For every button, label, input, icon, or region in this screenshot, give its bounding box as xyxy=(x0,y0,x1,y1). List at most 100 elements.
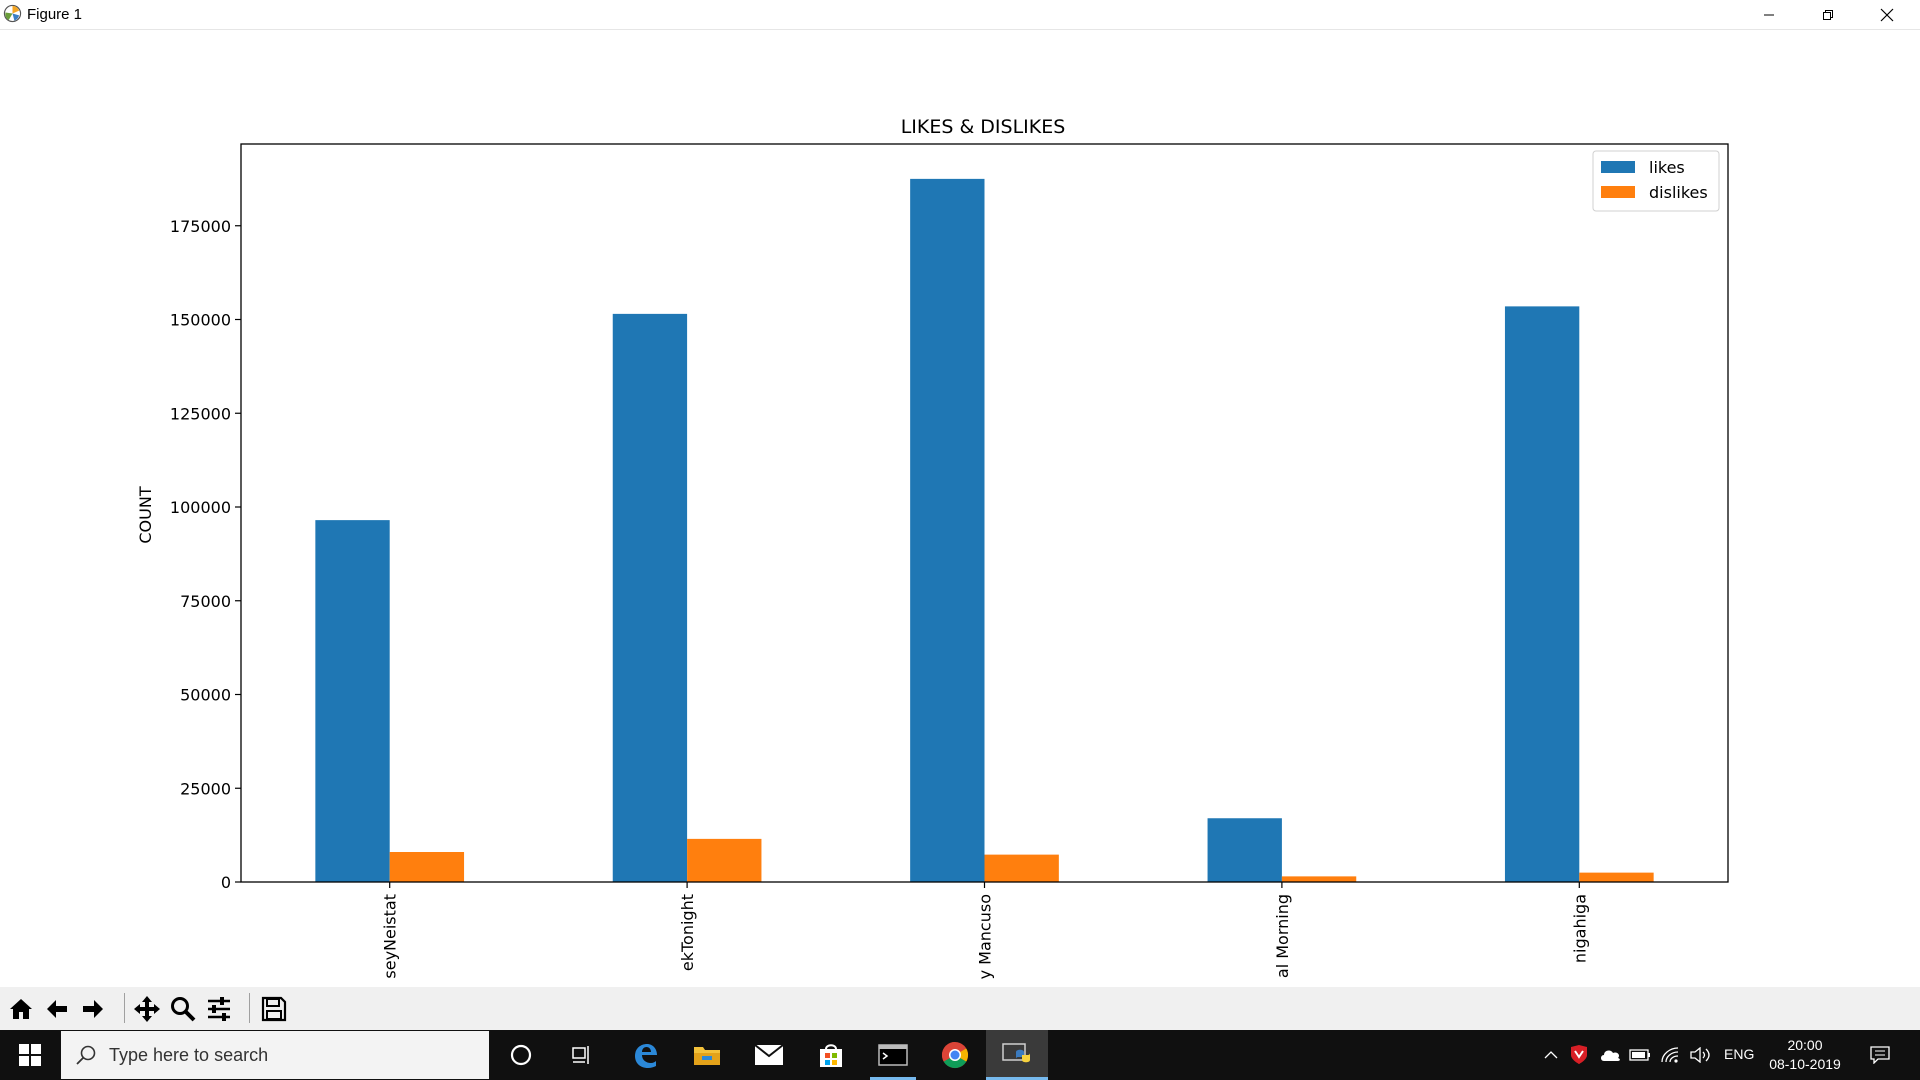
task-view-icon xyxy=(572,1046,589,1064)
mail-icon xyxy=(754,1044,784,1065)
y-tick-label: 100000 xyxy=(170,498,231,517)
bar-likes xyxy=(910,178,985,882)
back-icon xyxy=(46,999,67,1018)
pan-button[interactable] xyxy=(130,992,163,1025)
minimize-button[interactable] xyxy=(1740,0,1798,29)
back-button[interactable] xyxy=(40,992,73,1025)
legend-label-dislikes: dislikes xyxy=(1649,183,1708,202)
bar-likes xyxy=(315,520,390,882)
taskbar-search-box[interactable]: Type here to search xyxy=(61,1031,489,1079)
legend-swatch-likes xyxy=(1601,161,1635,173)
edge-icon xyxy=(635,1044,657,1068)
terminal-button[interactable] xyxy=(862,1030,924,1080)
onedrive-tray-button[interactable] xyxy=(1596,1030,1624,1080)
forward-button[interactable] xyxy=(76,992,109,1025)
bar-dislikes xyxy=(1281,876,1357,882)
search-icon xyxy=(76,1045,96,1065)
y-tick-label: 150000 xyxy=(170,311,231,330)
store-button[interactable] xyxy=(800,1030,862,1080)
restore-icon xyxy=(1823,9,1833,20)
home-button[interactable] xyxy=(4,992,37,1025)
navigation-toolbar xyxy=(0,987,1920,1030)
clock-time: 20:00 xyxy=(1787,1037,1823,1053)
forward-icon xyxy=(82,999,103,1018)
minimize-icon xyxy=(1764,14,1774,15)
show-hidden-icons-button[interactable] xyxy=(1538,1030,1564,1080)
bar-dislikes xyxy=(984,854,1059,882)
start-button[interactable] xyxy=(0,1030,60,1080)
store-icon xyxy=(820,1044,842,1067)
bar-likes xyxy=(612,313,688,882)
toolbar-separator xyxy=(249,993,250,1023)
home-icon xyxy=(9,998,32,1019)
task-view-button[interactable] xyxy=(552,1030,614,1080)
taskbar: Type here to search xyxy=(0,1030,1920,1080)
mail-button[interactable] xyxy=(738,1030,800,1080)
file-explorer-button[interactable] xyxy=(676,1030,738,1080)
y-axis-label: COUNT xyxy=(136,486,155,543)
speaker-icon xyxy=(1690,1047,1710,1063)
close-icon xyxy=(1880,8,1894,21)
bar-dislikes xyxy=(1579,872,1654,882)
x-tick-label: nigahiga xyxy=(1570,894,1589,963)
cloud-icon xyxy=(1601,1050,1620,1061)
window-title-bar: Figure 1 xyxy=(0,0,1920,30)
wifi-icon xyxy=(1661,1047,1679,1063)
toolbar-separator xyxy=(124,993,125,1023)
y-tick-label: 125000 xyxy=(170,404,231,423)
running-indicator xyxy=(870,1077,916,1080)
battery-icon xyxy=(1629,1049,1650,1061)
python-icon xyxy=(1002,1043,1030,1063)
antivirus-tray-button[interactable] xyxy=(1566,1030,1592,1080)
input-language-indicator[interactable]: ENG xyxy=(1724,1046,1755,1062)
volume-tray-button[interactable] xyxy=(1686,1030,1714,1080)
bar-dislikes xyxy=(389,852,465,882)
chrome-button[interactable] xyxy=(924,1030,986,1080)
x-tick-label: ekTonight xyxy=(678,894,697,971)
clock-date: 08-10-2019 xyxy=(1769,1056,1841,1072)
save-button[interactable] xyxy=(257,992,290,1025)
x-tick-label: al Morning xyxy=(1273,894,1292,978)
windows-logo-icon xyxy=(19,1044,41,1066)
figure-canvas[interactable]: LIKES & DISLIKES COUNT 0 25000 50000 75000 1… xyxy=(0,30,1920,987)
bar-likes xyxy=(1207,818,1282,882)
chart-title: LIKES & DISLIKES xyxy=(901,116,1066,138)
legend: likes dislikes xyxy=(1592,150,1720,212)
y-tick-label: 175000 xyxy=(170,217,231,236)
x-tick-label: y Mancuso xyxy=(976,894,995,979)
python-figure-button[interactable] xyxy=(986,1030,1048,1080)
legend-label-likes: likes xyxy=(1649,158,1685,177)
close-button[interactable] xyxy=(1858,0,1916,29)
network-tray-button[interactable] xyxy=(1656,1030,1684,1080)
chrome-icon xyxy=(941,1041,969,1069)
zoom-icon xyxy=(170,996,195,1021)
x-tick-label: seyNeistat xyxy=(381,894,400,979)
taskbar-clock[interactable]: 20:00 08-10-2019 xyxy=(1760,1036,1850,1074)
window-title: Figure 1 xyxy=(27,6,83,23)
bar-chart: LIKES & DISLIKES COUNT 0 25000 50000 75000 1… xyxy=(136,116,1729,980)
search-placeholder: Type here to search xyxy=(109,1045,269,1065)
chevron-up-icon xyxy=(1544,1051,1558,1059)
action-center-button[interactable] xyxy=(1862,1030,1898,1080)
axis-ticks: 0 25000 50000 75000 100000 125000 150000 175000… xyxy=(170,217,1589,980)
file-explorer-icon xyxy=(694,1047,720,1065)
bar-dislikes xyxy=(687,838,762,882)
battery-tray-button[interactable] xyxy=(1626,1030,1654,1080)
legend-swatch-dislikes xyxy=(1601,186,1635,198)
configure-subplots-button[interactable] xyxy=(202,992,235,1025)
terminal-icon xyxy=(878,1044,908,1066)
bars xyxy=(315,178,1654,882)
notification-icon xyxy=(1870,1046,1890,1064)
edge-button[interactable] xyxy=(614,1030,676,1080)
configure-icon xyxy=(207,996,230,1021)
save-icon xyxy=(261,996,286,1021)
plot-frame xyxy=(240,143,1729,883)
cortana-icon xyxy=(510,1044,532,1066)
zoom-button[interactable] xyxy=(166,992,199,1025)
restore-button[interactable] xyxy=(1799,0,1857,29)
shield-icon xyxy=(1571,1045,1587,1064)
y-tick-label: 0 xyxy=(221,873,231,892)
pan-icon xyxy=(133,995,160,1022)
y-tick-label: 75000 xyxy=(180,592,231,611)
cortana-button[interactable] xyxy=(490,1030,552,1080)
